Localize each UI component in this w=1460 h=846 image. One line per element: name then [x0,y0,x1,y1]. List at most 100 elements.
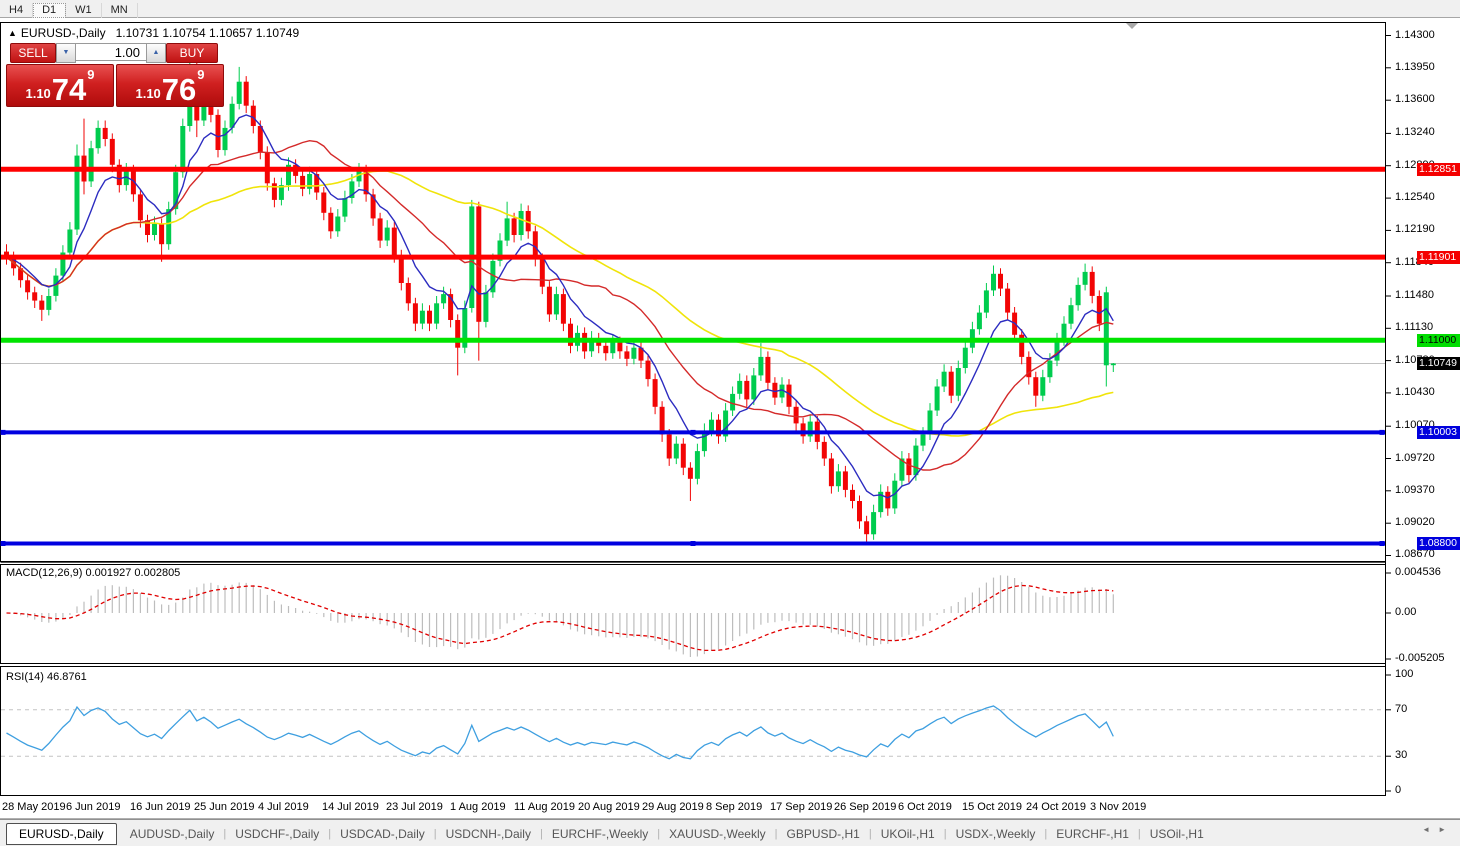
date-axis-label: 26 Sep 2019 [834,801,897,813]
rsi-line [6,705,1114,760]
bottom-tab-usdchf-daily[interactable]: USDCHF-,Daily [235,826,320,841]
price-axis-tick: 1.10430 [1395,386,1435,398]
bottom-tab-eurusd-daily[interactable]: EURUSD-,Daily [6,822,117,845]
price-level-label: 1.12851 [1417,163,1460,176]
chart-symbol-label: EURUSD-,Daily [20,26,106,40]
price-axis-tick: 1.12190 [1395,223,1435,235]
buy-price-main: 76 [161,72,197,107]
chart-title: ▲ EURUSD-,Daily 1.10731 1.10754 1.10657 1.… [8,26,299,40]
rsi-value: 46.8761 [46,671,87,683]
tab-separator: | [539,827,543,840]
tab-separator: | [943,827,947,840]
macd-axis-tick: 0.004536 [1395,566,1441,578]
date-axis-label: 8 Sep 2019 [706,801,763,813]
chart-shift-marker-icon [1126,23,1138,29]
price-axis-tick: 1.09020 [1395,516,1435,528]
timeframe-w1-button[interactable]: W1 [66,3,102,18]
volume-increase-button[interactable]: ▲ [146,43,166,63]
tab-scroll-arrows[interactable]: ◄► [1422,825,1454,834]
bottom-tab-ukoil-h1[interactable]: UKOil-,H1 [880,826,935,841]
sell-button[interactable]: SELL [10,43,56,63]
chart-tab-bar: EURUSD-,Daily AUDUSD-,Daily | USDCHF-,Daily… [0,819,1460,846]
tab-scroll-left-icon: ◄ [1422,825,1439,834]
macd-axis-tick: 0.00 [1395,606,1417,618]
bottom-tab-eurchf-weekly[interactable]: EURCHF-,Weekly [551,826,649,841]
macd-axis-tick: -0.005205 [1395,652,1445,664]
volume-decrease-button[interactable]: ▼ [56,43,76,63]
timeframe-d1-button[interactable]: D1 [33,3,67,18]
price-axis-tick: 1.13950 [1395,61,1435,73]
date-axis-label: 25 Jun 2019 [194,801,255,813]
bottom-tab-audusd-daily[interactable]: AUDUSD-,Daily [129,826,215,841]
price-level-label: 1.10749 [1417,357,1460,370]
rsi-axis-tick: 0 [1395,784,1402,796]
sell-price-quote[interactable]: 1.10 74 9 [6,64,114,107]
collapse-arrow-icon[interactable]: ▲ [8,28,17,38]
buy-button[interactable]: BUY [166,43,218,63]
sell-price-pip: 9 [87,67,95,82]
date-axis-label: 1 Aug 2019 [450,801,506,813]
price-axis-tick: 1.13600 [1395,93,1435,105]
date-axis-label: 15 Oct 2019 [962,801,1022,813]
date-axis-label: 3 Nov 2019 [1090,801,1147,813]
timeframe-toolbar: H4 D1 W1 MN [0,0,1460,18]
date-axis-label: 20 Aug 2019 [578,801,640,813]
price-level-label: 1.08800 [1417,537,1460,550]
tab-separator: | [657,827,661,840]
date-axis-label: 28 May 2019 [2,801,66,813]
bottom-tab-usdcnh-daily[interactable]: USDCNH-,Daily [445,826,531,841]
price-axis-tick: 1.11480 [1395,289,1434,301]
date-axis-label: 6 Jun 2019 [66,801,121,813]
timeframe-mn-button[interactable]: MN [102,3,138,18]
sell-price-main: 74 [51,72,87,107]
macd-values: 0.001927 0.002805 [85,567,181,579]
chart-ohlc-values: 1.10731 1.10754 1.10657 1.10749 [115,26,300,40]
price-axis-tick: 1.09370 [1395,484,1435,496]
price-axis-tick: 1.14300 [1395,29,1435,41]
bottom-tab-usdx-weekly[interactable]: USDX-,Weekly [955,826,1036,841]
date-axis-label: 16 Jun 2019 [130,801,191,813]
tab-separator: | [774,827,778,840]
rsi-axis-tick: 100 [1395,668,1414,680]
price-level-label: 1.11901 [1417,251,1460,264]
date-axis-label: 6 Oct 2019 [898,801,952,813]
price-axis-tick: 1.08670 [1395,548,1435,560]
sell-price-prefix: 1.10 [25,86,51,101]
price-axis-tick: 1.13240 [1395,126,1435,138]
rsi-axis-tick: 70 [1395,703,1408,715]
price-level-label: 1.10003 [1417,426,1460,439]
date-axis-label: 14 Jul 2019 [322,801,379,813]
tab-separator: | [433,827,437,840]
buy-price-quote[interactable]: 1.10 76 9 [116,64,224,107]
bottom-tab-usoil-h1[interactable]: USOil-,H1 [1149,826,1204,841]
tab-separator: | [868,827,872,840]
price-axis-tick: 1.09720 [1395,452,1435,464]
buy-price-pip: 9 [197,67,205,82]
ma-fast-line [6,114,1114,499]
rsi-axis-tick: 30 [1395,749,1408,761]
tab-separator: | [223,827,227,840]
date-axis-label: 4 Jul 2019 [258,801,309,813]
volume-input[interactable] [76,43,146,61]
bottom-tab-xauusd-weekly[interactable]: XAUUSD-,Weekly [669,826,766,841]
chart-canvas[interactable] [0,0,1460,820]
date-axis-label: 29 Aug 2019 [642,801,704,813]
tab-separator: | [1044,827,1048,840]
bottom-tab-usdcad-daily[interactable]: USDCAD-,Daily [340,826,425,841]
tab-separator: | [328,827,332,840]
date-axis-label: 11 Aug 2019 [514,801,575,813]
rsi-label: RSI(14) 46.8761 [6,671,87,683]
tab-separator: | [1137,827,1141,840]
date-axis-label: 24 Oct 2019 [1026,801,1086,813]
date-axis-label: 23 Jul 2019 [386,801,443,813]
bottom-tab-eurchf-h1[interactable]: EURCHF-,H1 [1056,826,1129,841]
price-axis-tick: 1.12540 [1395,191,1435,203]
price-axis-tick: 1.11130 [1395,321,1434,333]
macd-label: MACD(12,26,9) 0.001927 0.002805 [6,567,181,579]
timeframe-h4-button[interactable]: H4 [0,3,34,18]
bottom-tab-gbpusd-h1[interactable]: GBPUSD-,H1 [786,826,860,841]
macd-signal-line [6,584,1114,652]
date-axis-label: 17 Sep 2019 [770,801,833,813]
price-level-label: 1.11000 [1417,334,1460,347]
